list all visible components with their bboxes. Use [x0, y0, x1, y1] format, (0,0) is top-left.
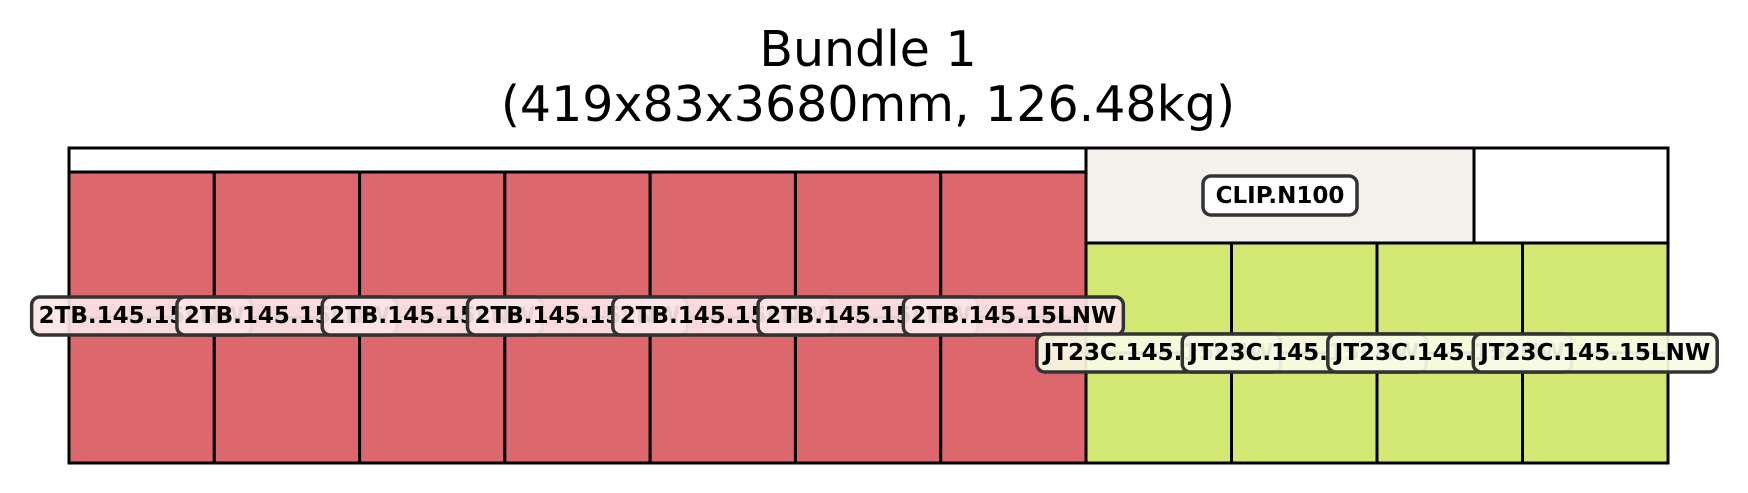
- green-item-label: JT23C.145.15LNW: [1471, 332, 1719, 374]
- red-item-cell: [793, 316, 943, 465]
- red-item-cell: [212, 316, 362, 465]
- red-item-cell: [648, 316, 797, 465]
- bundle-name: Bundle 1: [759, 21, 977, 78]
- bundle-dimensions: (419x83x3680mm, 126.48kg): [500, 76, 1236, 133]
- red-item-label-box: [901, 295, 1126, 337]
- red-item-cell: [67, 316, 216, 465]
- red-item-label-text: 2TB.145.15LNW: [910, 303, 1116, 329]
- red-item-cell: [358, 316, 507, 465]
- red-item-cell: [503, 316, 652, 465]
- clip-label-box: [1201, 174, 1359, 217]
- red-item-label: 2TB.145.15LNW: [901, 295, 1126, 337]
- red-item-cell: [212, 170, 362, 319]
- red-item-cell: [648, 170, 797, 319]
- clip-item: CLIP.N100: [1084, 146, 1476, 245]
- red-item-labels: 2TB.145.15LNW2TB.145.15LNW2TB.145.15LNW2…: [29, 295, 1126, 337]
- clip-label: CLIP.N100: [1216, 183, 1345, 209]
- green-item-label-text: JT23C.145.15LNW: [1478, 340, 1710, 366]
- green-item-label-box: [1471, 332, 1719, 374]
- bundle-title: Bundle 1 (419x83x3680mm, 126.48kg): [0, 22, 1736, 132]
- red-item-cell: [358, 170, 507, 319]
- green-item-labels: JT23C.145.15LNWJT23C.145.15LNWJT23C.145.…: [1035, 332, 1719, 374]
